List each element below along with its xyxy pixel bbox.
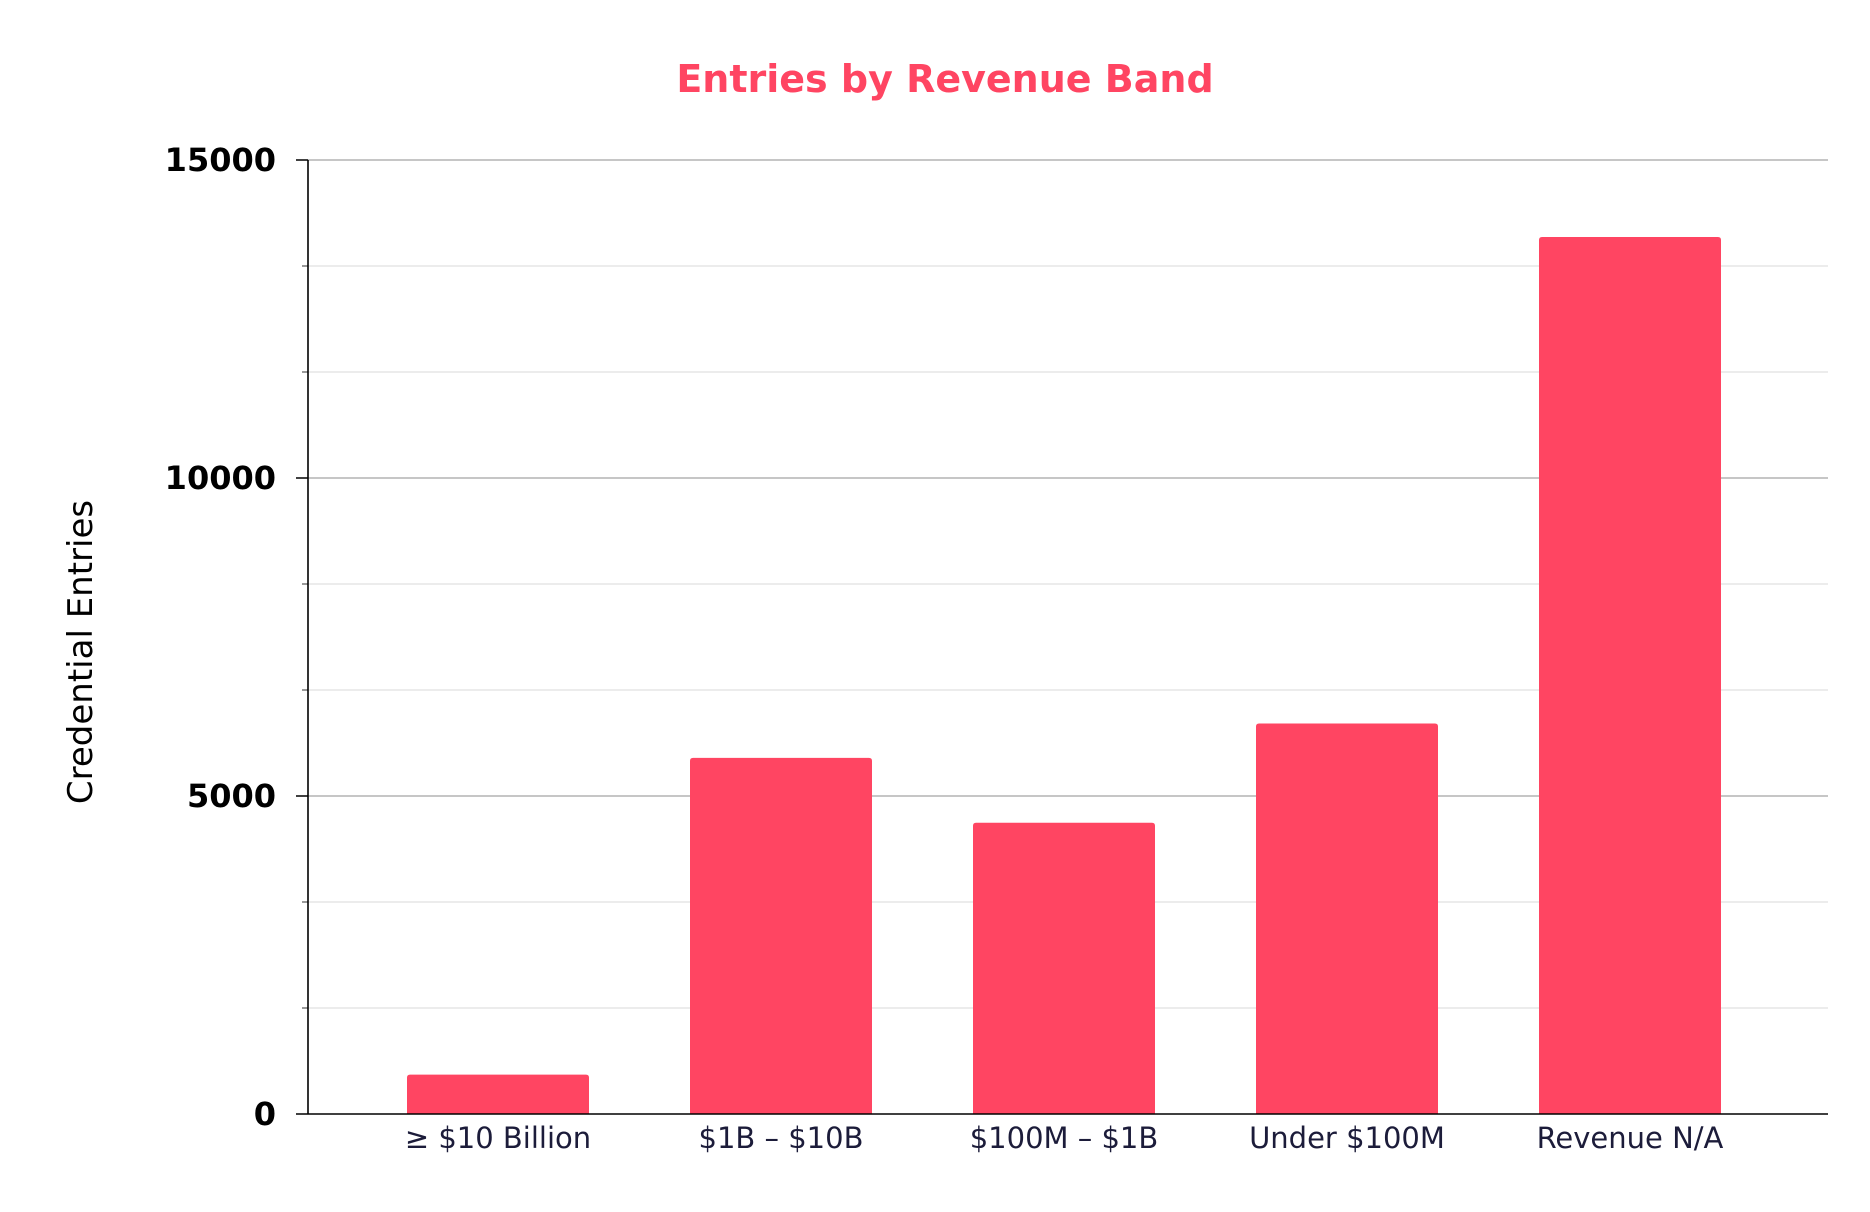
axes: [296, 159, 1828, 1115]
bar: [1539, 236, 1721, 1114]
x-tick-label: Under $100M: [1249, 1121, 1445, 1155]
bar: [1256, 723, 1438, 1114]
y-axis-label: Credential Entries: [61, 500, 101, 804]
y-tick-labels: 0 5000 10000 15000: [165, 141, 276, 1133]
x-tick-labels: ≥ $10 Billion $1B – $10B $100M – $1B Under …: [405, 1121, 1724, 1155]
bars: [407, 236, 1721, 1114]
grid-lines: [308, 159, 1828, 1009]
y-tick-label: 15000: [165, 141, 276, 179]
y-tick-label: 10000: [165, 459, 276, 497]
chart-title: Entries by Revenue Band: [676, 57, 1213, 101]
x-tick-label: ≥ $10 Billion: [405, 1121, 591, 1155]
x-tick-label: $100M – $1B: [970, 1121, 1159, 1155]
x-tick-label: $1B – $10B: [699, 1121, 864, 1155]
x-tick-label: Revenue N/A: [1537, 1121, 1724, 1155]
y-tick-label: 0: [254, 1095, 276, 1133]
bar: [973, 822, 1155, 1114]
bar: [407, 1074, 589, 1114]
y-tick-label: 5000: [187, 777, 276, 815]
bar: [690, 757, 872, 1114]
